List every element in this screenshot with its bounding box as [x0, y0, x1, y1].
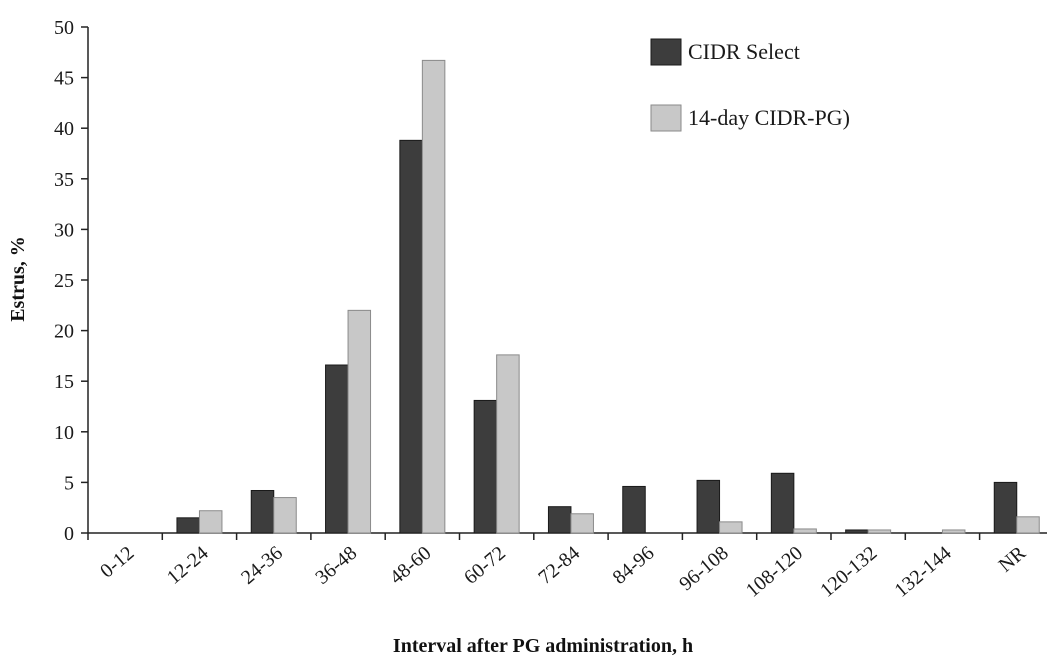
bar-cidr-select-84-96: [622, 485, 646, 534]
bar-14-day-cidr-pg-120-132: [867, 529, 892, 534]
bar-cidr-select-24-36: [250, 489, 275, 534]
bar-cidr-select-36-48: [325, 364, 349, 534]
x-tick-label: 84-96: [609, 542, 659, 589]
y-tick-label: 50: [54, 17, 74, 39]
y-tick-label: 0: [64, 523, 74, 545]
y-axis: 0 5 10 15 20 25 30 35 40 45 50: [54, 17, 89, 545]
legend-swatch: [650, 104, 682, 132]
x-tick-label: 48-60: [386, 542, 436, 589]
x-tick-label: 60-72: [460, 542, 510, 589]
legend-label: CIDR Select: [688, 39, 800, 64]
bar-14-day-cidr-pg-12-24: [198, 510, 223, 534]
legend: CIDR Select 14-day CIDR-PG): [650, 38, 850, 132]
y-tick-label: 30: [54, 219, 74, 241]
y-axis-title: Estrus, %: [7, 236, 29, 322]
bar-cidr-select-120-132: [845, 529, 869, 534]
x-tick-label: 36-48: [311, 542, 361, 589]
y-tick-label: 20: [54, 321, 74, 343]
y-tick-label: 5: [64, 472, 74, 494]
x-tick-label: 96-108: [675, 542, 733, 595]
bar-14-day-cidr-pg-60-72: [496, 354, 520, 534]
x-tick-label: 0-12: [96, 542, 138, 582]
bar-14-day-cidr-pg-72-84: [570, 513, 594, 534]
bar-cidr-select-108-120: [770, 472, 795, 534]
y-tick-label: 25: [54, 270, 74, 292]
bar-14-day-cidr-pg-132-144: [941, 529, 966, 534]
bar-14-day-cidr-pg-24-36: [273, 497, 297, 534]
x-tick-label: 72-84: [534, 542, 584, 589]
bar-cidr-select-72-84: [547, 506, 572, 534]
bar-cidr-select-12-24: [176, 517, 200, 534]
y-tick-label: 40: [54, 118, 74, 140]
y-tick-label: 35: [54, 169, 74, 191]
y-tick-label: 10: [54, 422, 74, 444]
legend-label: 14-day CIDR-PG): [688, 105, 850, 130]
bar-14-day-cidr-pg-36-48: [347, 309, 372, 534]
bar-cidr-select-60-72: [473, 399, 498, 534]
x-tick-label: 24-36: [237, 542, 287, 589]
x-axis: 0-12 12-24 24-36 36-48 48-60 60-72 72-84 84-96 9…: [87, 532, 1047, 602]
bar-14-day-cidr-pg-48-60: [421, 59, 446, 534]
y-tick-label: 45: [54, 68, 74, 90]
bar-cidr-select-96-108: [696, 479, 721, 534]
y-tick-label: 15: [54, 371, 74, 393]
bar-cidr-select-48-60: [399, 139, 423, 534]
legend-swatch: [650, 38, 682, 66]
bars: [176, 59, 1040, 534]
bar-14-day-cidr-pg-NR: [1016, 516, 1040, 534]
x-axis-title: Interval after PG administration, h: [393, 635, 693, 657]
bar-cidr-select-NR: [993, 481, 1018, 534]
x-tick-label: 120-132: [816, 542, 881, 602]
x-tick-label: NR: [995, 542, 1031, 577]
x-tick-label: 132-144: [890, 542, 955, 602]
x-tick-label: 108-120: [742, 542, 807, 602]
bar-14-day-cidr-pg-96-108: [719, 521, 743, 534]
x-tick-label: 12-24: [163, 542, 213, 589]
bar-14-day-cidr-pg-108-120: [793, 528, 817, 534]
